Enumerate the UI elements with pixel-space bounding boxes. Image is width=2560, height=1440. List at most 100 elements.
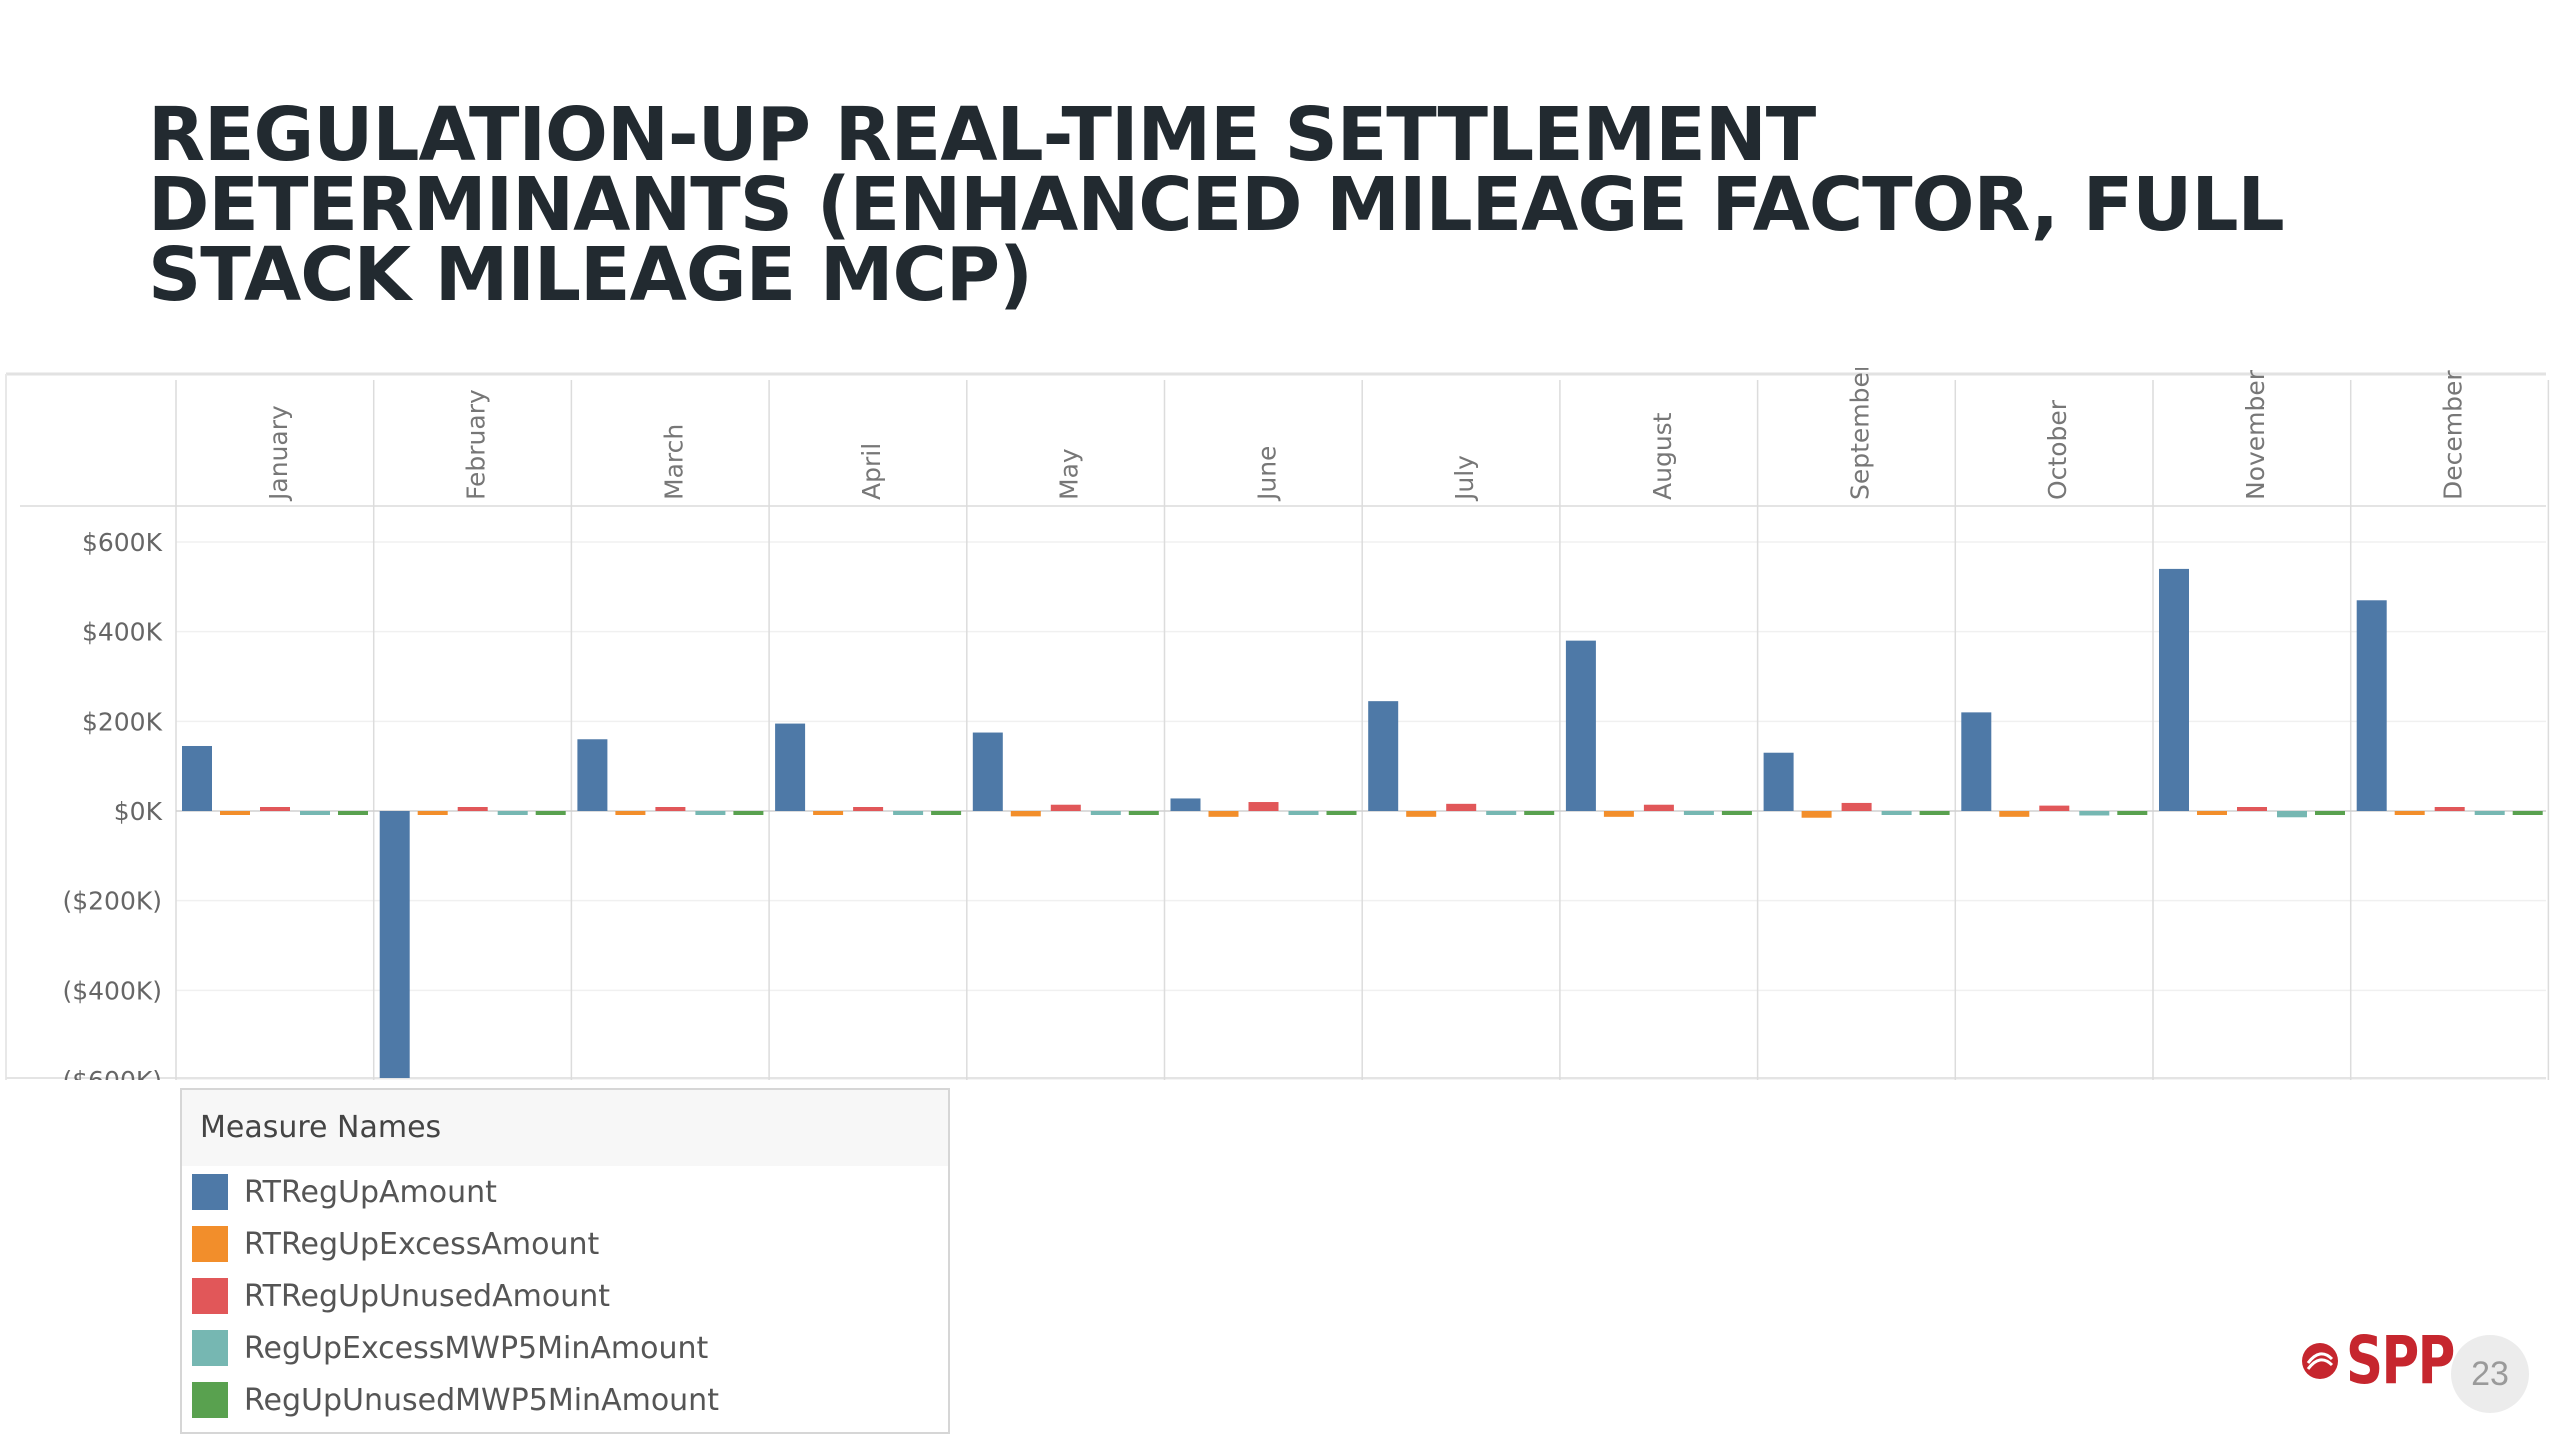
bar — [1801, 811, 1832, 818]
month-label: April — [857, 443, 886, 500]
y-tick-label: ($600K) — [62, 1066, 162, 1080]
legend-item: RTRegUpAmount — [182, 1166, 948, 1218]
y-tick-label: $600K — [82, 528, 163, 557]
y-tick-label: $0K — [114, 797, 163, 826]
month-label: May — [1055, 448, 1084, 500]
bar — [1406, 811, 1437, 817]
bar — [260, 807, 290, 811]
bar — [1763, 752, 1794, 811]
legend-label: RTRegUpExcessAmount — [244, 1226, 600, 1262]
bar — [497, 811, 528, 815]
bar — [1881, 811, 1912, 815]
y-tick-label: $400K — [82, 618, 163, 647]
bar — [893, 811, 924, 815]
y-tick-label: ($400K) — [62, 976, 162, 1005]
bar — [2159, 568, 2189, 811]
slide-title: REGULATION-UP REAL-TIME SETTLEMENT DETER… — [148, 92, 2448, 318]
bar — [379, 811, 410, 1078]
bar — [2117, 811, 2148, 815]
month-label: March — [659, 424, 688, 500]
month-label: February — [462, 389, 491, 500]
bar — [2315, 811, 2345, 815]
bar — [1603, 811, 1634, 817]
bar — [1208, 811, 1239, 817]
bar — [1643, 804, 1674, 811]
bar — [457, 807, 488, 811]
month-label: October — [2043, 399, 2072, 500]
bar — [1326, 811, 1357, 815]
month-label: September — [1845, 368, 1874, 500]
bar — [2512, 811, 2543, 815]
month-label: January — [264, 405, 293, 502]
bar — [1446, 803, 1477, 811]
bar — [1961, 712, 1992, 811]
month-label: July — [1450, 455, 1479, 502]
bar — [1368, 701, 1399, 811]
bar — [1683, 811, 1714, 815]
title-line-1: REGULATION-UP REAL-TIME SETTLEMENT — [148, 92, 1816, 178]
title-line-3: STACK MILEAGE MCP) — [148, 232, 1033, 318]
bar — [2079, 811, 2110, 816]
legend: Measure Names RTRegUpAmount RTRegUpExcess… — [180, 1088, 950, 1434]
bar — [2237, 807, 2267, 811]
bar — [615, 811, 646, 815]
bar — [220, 811, 250, 815]
bar — [1919, 811, 1950, 815]
bar — [1999, 811, 2030, 817]
bar — [1050, 804, 1081, 811]
bar — [1565, 640, 1596, 811]
legend-items: RTRegUpAmount RTRegUpExcessAmount RTRegUpU… — [182, 1166, 948, 1426]
bar — [2039, 805, 2070, 811]
bar — [1841, 802, 1872, 811]
bar — [931, 811, 962, 815]
legend-swatch — [192, 1174, 228, 1210]
bar — [1010, 811, 1041, 817]
month-label: November — [2241, 369, 2270, 500]
legend-item: RTRegUpUnusedAmount — [182, 1270, 948, 1322]
legend-swatch — [192, 1226, 228, 1262]
spp-logo-mark-icon — [2302, 1342, 2338, 1379]
bar — [1486, 811, 1517, 815]
bar — [300, 811, 330, 815]
bar — [1170, 798, 1201, 811]
bar — [1524, 811, 1555, 815]
bar — [775, 723, 806, 811]
bar-chart: $600K $400K $200K $0K ($200K) ($400K) ($600K) J… — [5, 368, 2550, 1080]
month-label: August — [1648, 412, 1677, 500]
bar — [338, 811, 368, 815]
legend-title: Measure Names — [182, 1090, 948, 1166]
legend-label: RTRegUpAmount — [244, 1174, 497, 1210]
legend-item: RTRegUpExcessAmount — [182, 1218, 948, 1270]
bar — [1248, 802, 1279, 811]
bar — [1090, 811, 1121, 815]
legend-label: RegUpExcessMWP5MinAmount — [244, 1330, 709, 1366]
bar — [1721, 811, 1752, 815]
bar — [2197, 811, 2227, 815]
bar — [2434, 807, 2465, 811]
y-tick-label: ($200K) — [62, 887, 162, 916]
page-number: 23 — [2451, 1335, 2529, 1413]
bar — [1288, 811, 1319, 815]
bar — [813, 811, 844, 815]
bar — [535, 811, 566, 815]
bar — [853, 807, 884, 811]
bar — [182, 745, 212, 811]
bar — [1128, 811, 1159, 815]
legend-item: RegUpExcessMWP5MinAmount — [182, 1322, 948, 1374]
bar — [2356, 600, 2387, 811]
legend-swatch — [192, 1330, 228, 1366]
title-line-2: DETERMINANTS (ENHANCED MILEAGE FACTOR, F… — [148, 162, 2285, 248]
bar — [695, 811, 726, 815]
legend-label: RTRegUpUnusedAmount — [244, 1278, 610, 1314]
spp-logo: SPP — [2300, 1322, 2484, 1399]
legend-label: RegUpUnusedMWP5MinAmount — [244, 1382, 719, 1418]
bar — [972, 732, 1003, 811]
bar — [2394, 811, 2425, 815]
month-label: December — [2439, 370, 2468, 500]
bar — [655, 807, 686, 811]
bar — [2474, 811, 2505, 815]
legend-swatch — [192, 1278, 228, 1314]
bar — [577, 739, 608, 811]
legend-item: RegUpUnusedMWP5MinAmount — [182, 1374, 948, 1426]
